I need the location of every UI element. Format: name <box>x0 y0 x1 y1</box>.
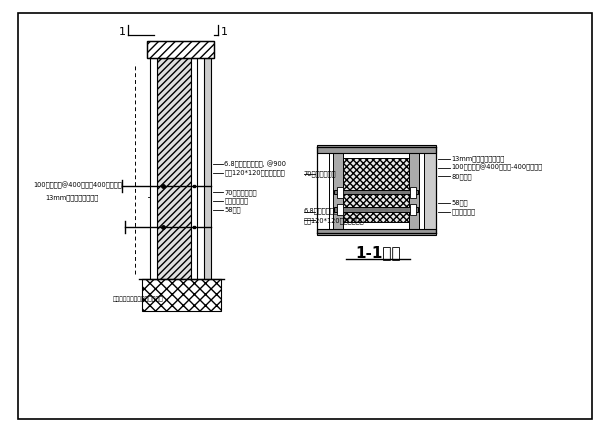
Text: 70不锈钢干挂件: 70不锈钢干挂件 <box>304 170 336 177</box>
Text: 6.8镀锌钢结构间距@L,@600~900: 6.8镀锌钢结构间距@L,@600~900 <box>304 208 392 216</box>
Bar <box>146 41 215 58</box>
Bar <box>337 204 343 215</box>
Text: 58角钢: 58角钢 <box>451 200 468 206</box>
Text: 石材龙骨处理: 石材龙骨处理 <box>451 208 475 215</box>
Bar <box>343 158 409 222</box>
Bar <box>317 147 329 233</box>
Text: 13mm可耐福纸面石膏板: 13mm可耐福纸面石膏板 <box>451 156 504 162</box>
Text: 100轻钢龙骨@400（不足-400加一根）: 100轻钢龙骨@400（不足-400加一根） <box>451 164 542 172</box>
Bar <box>317 145 436 153</box>
Text: 1: 1 <box>221 27 228 38</box>
Bar <box>317 229 436 235</box>
Bar <box>337 187 343 198</box>
Text: 1: 1 <box>118 27 126 38</box>
Text: 100轻钢龙骨@400（不足400加一根）: 100轻钢龙骨@400（不足400加一根） <box>34 182 122 190</box>
Bar <box>190 58 196 279</box>
Text: 13mm可耐福纸面石膏板: 13mm可耐福纸面石膏板 <box>46 194 99 201</box>
Bar <box>146 41 215 58</box>
Bar <box>142 279 221 311</box>
Text: 58角钢: 58角钢 <box>224 206 241 213</box>
Text: 上下120*120镀锌钢板固定: 上下120*120镀锌钢板固定 <box>224 169 285 176</box>
Bar <box>157 58 190 279</box>
Text: 注：所有钢铁遇潮应做除锈工度: 注：所有钢铁遇潮应做除锈工度 <box>113 296 163 302</box>
Text: 石材龙骨处理: 石材龙骨处理 <box>224 197 248 204</box>
Bar <box>334 190 418 194</box>
Bar <box>409 147 419 233</box>
Text: 80保温棉: 80保温棉 <box>451 173 472 180</box>
Bar <box>425 147 436 233</box>
Text: 1-1剖面: 1-1剖面 <box>356 245 401 260</box>
Bar <box>410 204 416 215</box>
Bar <box>149 58 157 279</box>
Bar <box>204 58 212 279</box>
Bar <box>333 147 343 233</box>
Text: 6.8镀锌钢丝绳间距, @900: 6.8镀锌钢丝绳间距, @900 <box>224 160 287 168</box>
Text: 上下120*120螺栓钢板固定: 上下120*120螺栓钢板固定 <box>304 217 364 224</box>
Bar <box>410 187 416 198</box>
Text: 70不锈钢干挂件: 70不锈钢干挂件 <box>224 189 257 196</box>
Bar <box>334 207 418 212</box>
